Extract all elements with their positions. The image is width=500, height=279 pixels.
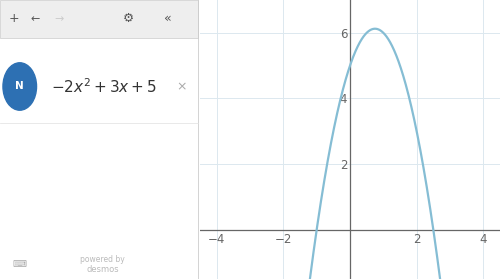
Text: $-2x^2+3x+5$: $-2x^2+3x+5$ xyxy=(52,77,158,96)
Text: →: → xyxy=(54,14,64,24)
Text: «: « xyxy=(164,12,172,25)
Text: +: + xyxy=(8,12,19,25)
Text: N: N xyxy=(16,81,24,92)
Text: ×: × xyxy=(176,80,187,93)
Text: desmos: desmos xyxy=(86,265,119,274)
Text: ⌨: ⌨ xyxy=(12,259,27,269)
Circle shape xyxy=(3,63,36,110)
Text: ←: ← xyxy=(31,14,40,24)
Text: ⚙: ⚙ xyxy=(123,12,134,25)
Text: powered by: powered by xyxy=(80,255,125,264)
Bar xyxy=(0,0,198,38)
